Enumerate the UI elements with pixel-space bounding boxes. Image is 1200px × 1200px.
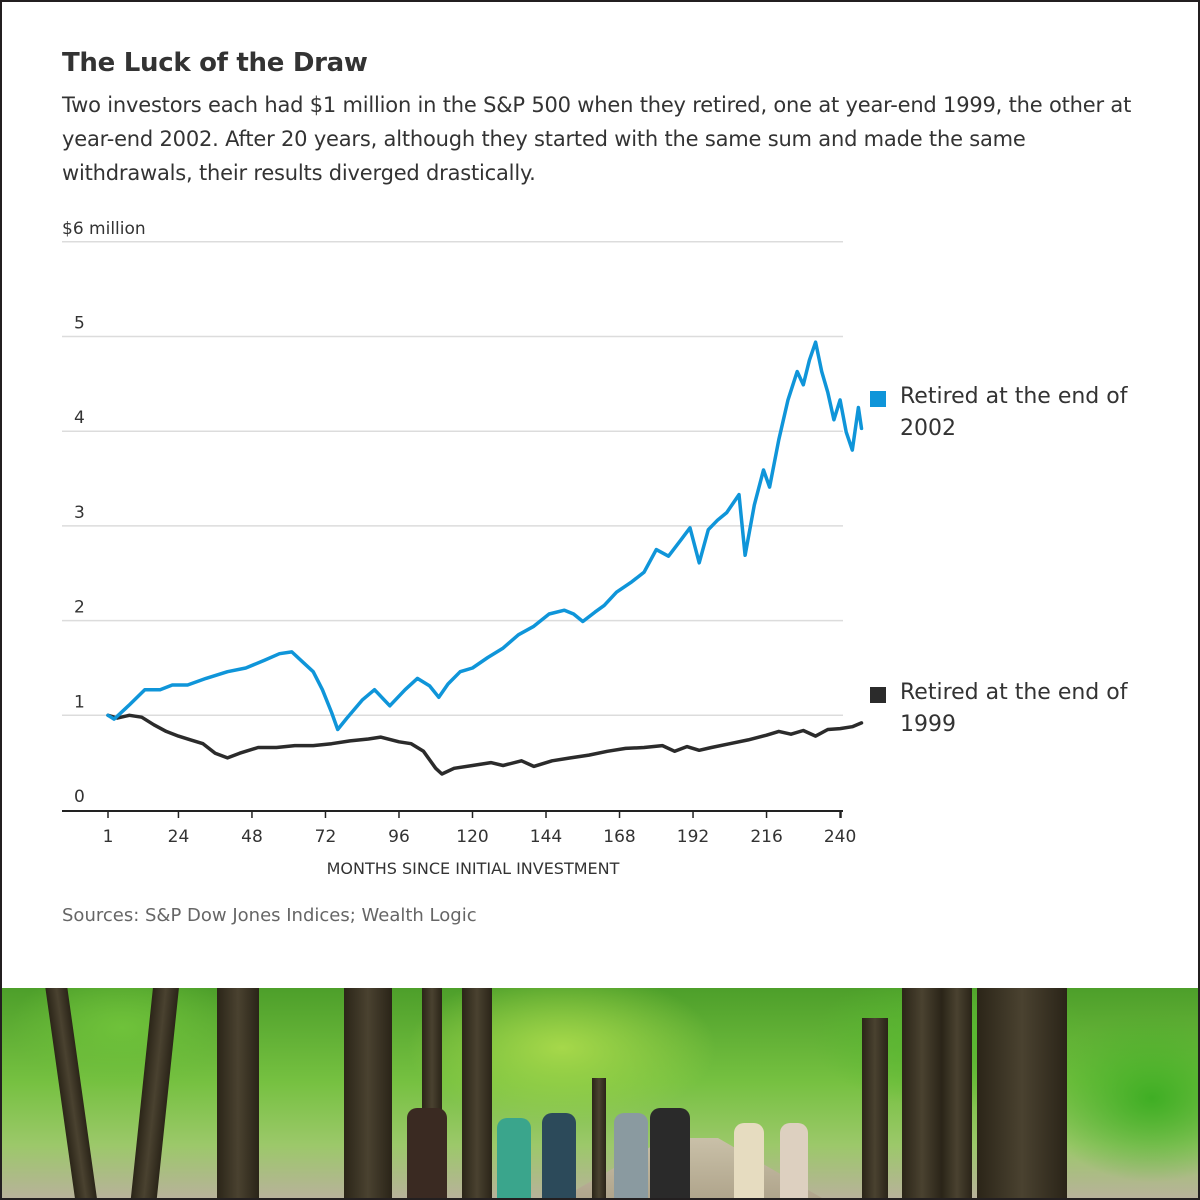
x-tick-label: 192 [677, 827, 709, 847]
y-tick-label: $6 million [62, 219, 146, 239]
photo-person [650, 1108, 690, 1198]
x-tick-label: 96 [388, 827, 410, 847]
y-tick-label: 2 [74, 598, 85, 618]
photo-person [734, 1123, 764, 1198]
park-photo [2, 988, 1198, 1198]
photo-tree-trunk [977, 988, 1067, 1198]
photo-tree-trunk [462, 988, 492, 1198]
photo-tree-trunk [942, 988, 972, 1198]
photo-person [614, 1113, 648, 1198]
photo-tree-trunk [862, 1018, 888, 1198]
photo-tree-trunk [344, 988, 392, 1198]
photo-tree-trunk [130, 988, 180, 1198]
x-axis: 1 24 48 72 96 120 144 168 192 216 240 [62, 810, 856, 847]
x-tick-label: 1 [103, 827, 114, 847]
x-tick-label: 240 [824, 827, 856, 847]
photo-person [780, 1123, 808, 1198]
x-tick-label: 24 [168, 827, 190, 847]
legend-label-2002-line2: 2002 [900, 416, 956, 441]
photo-person [497, 1118, 531, 1198]
series-line-1999 [106, 713, 864, 776]
legend-label-2002-line1: Retired at the end of [900, 384, 1128, 409]
source-note: Sources: S&P Dow Jones Indices; Wealth L… [62, 905, 477, 926]
photo-tree-trunk [45, 988, 97, 1198]
y-tick-label: 1 [74, 692, 85, 712]
series-lines [106, 340, 864, 776]
x-tick-label: 216 [750, 827, 782, 847]
x-axis-label: MONTHS SINCE INITIAL INVESTMENT [327, 859, 620, 878]
y-axis-ticks: $6 million 5 4 3 2 1 0 [62, 219, 146, 807]
legend-swatch-blue [870, 391, 886, 407]
photo-tree-trunk [592, 1078, 606, 1198]
x-tick-label: 48 [241, 827, 263, 847]
legend-label-1999-line1: Retired at the end of [900, 680, 1128, 705]
photo-person [407, 1108, 447, 1198]
x-tick-label: 144 [530, 827, 562, 847]
y-tick-label: 4 [74, 408, 85, 428]
legend-swatch-black [870, 687, 886, 703]
legend-item-1999: Retired at the end of 1999 [870, 677, 1160, 741]
chart-subtitle: Two investors each had $1 million in the… [62, 93, 1132, 185]
legend-item-2002: Retired at the end of 2002 [870, 381, 1160, 445]
y-tick-label: 3 [74, 503, 85, 523]
x-tick-label: 168 [603, 827, 635, 847]
chart-title: The Luck of the Draw [62, 48, 368, 78]
gridlines [62, 241, 843, 717]
x-tick-label: 72 [315, 827, 337, 847]
legend-label-1999-line2: 1999 [900, 712, 956, 737]
x-tick-label: 120 [456, 827, 488, 847]
photo-tree-trunk [902, 988, 942, 1198]
photo-tree-trunk [217, 988, 259, 1198]
photo-person [542, 1113, 576, 1198]
series-line-2002 [106, 340, 864, 732]
y-tick-label: 0 [74, 787, 85, 807]
y-tick-label: 5 [74, 314, 85, 334]
